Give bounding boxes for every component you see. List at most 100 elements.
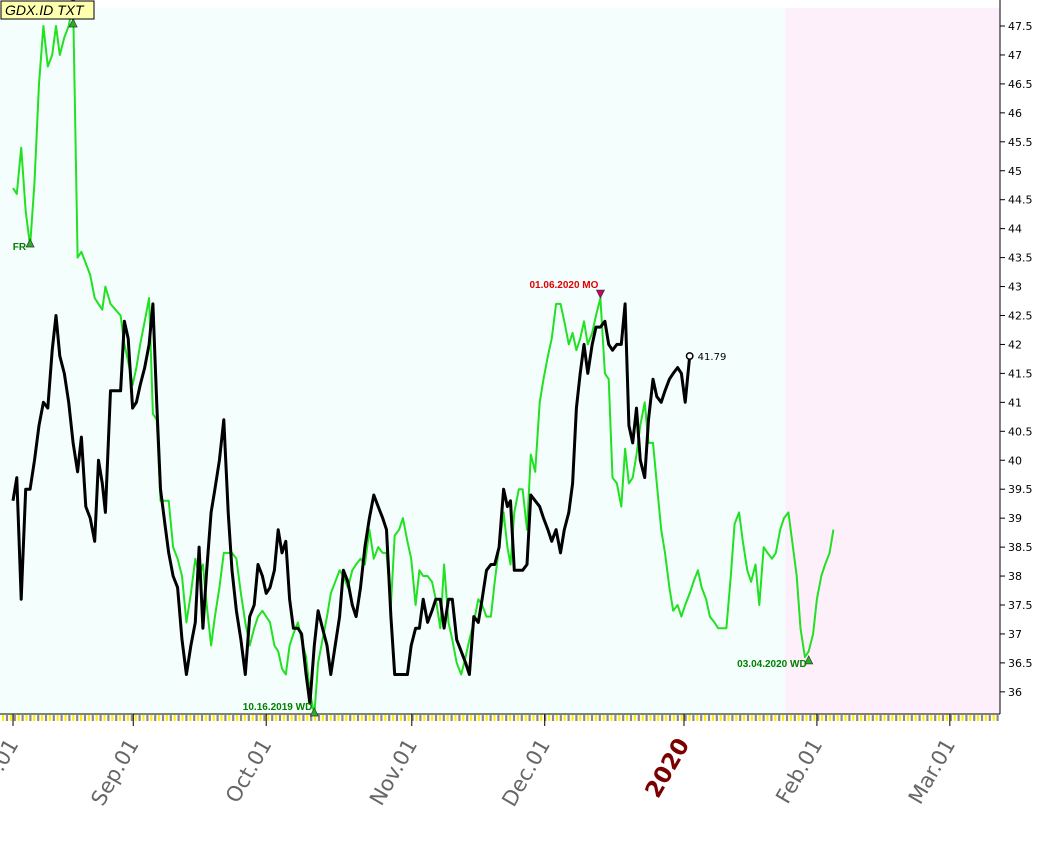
ruler-tick <box>462 715 465 721</box>
ruler-tick <box>711 715 714 721</box>
ruler-tick <box>938 715 941 721</box>
ruler-tick <box>863 715 867 721</box>
ruler-tick <box>368 715 371 721</box>
y-tick-label: 45 <box>1008 165 1022 178</box>
x-tick-label: Nov.01 <box>365 735 422 810</box>
ruler-tick <box>466 715 469 721</box>
ruler-tick <box>969 715 972 721</box>
ruler-tick <box>988 715 991 721</box>
x-tick-label: Feb.01 <box>771 735 827 808</box>
ruler-tick <box>431 715 434 721</box>
y-tick-label: 37 <box>1008 628 1022 641</box>
low-annotation-label: 10.16.2019 WD <box>243 702 313 713</box>
projection-series-line <box>12 1 835 716</box>
y-tick-label: 37.5 <box>1008 599 1033 612</box>
ruler-tick <box>68 715 71 721</box>
ruler-tick <box>852 715 855 721</box>
ruler-tick <box>126 715 129 721</box>
ruler-tick <box>520 715 523 721</box>
ruler-tick <box>828 715 831 721</box>
ruler-tick <box>832 715 835 721</box>
ruler-tick <box>606 715 609 721</box>
ruler-tick <box>142 715 145 721</box>
ruler-tick <box>17 715 20 721</box>
ruler-tick <box>645 715 648 721</box>
projection-background <box>785 8 1000 714</box>
ruler-tick <box>353 715 356 721</box>
ruler-tick <box>906 715 909 721</box>
ruler-tick <box>649 715 652 721</box>
ruler-tick <box>984 715 987 721</box>
ruler-tick <box>485 715 488 721</box>
ruler-tick <box>224 715 227 721</box>
ruler-tick <box>158 715 161 721</box>
symbol-text: GDX.ID TXT <box>5 2 85 18</box>
y-tick-label: 39 <box>1008 512 1022 525</box>
ruler-tick <box>37 715 40 721</box>
ruler-tick <box>688 715 691 721</box>
ruler-tick <box>641 715 644 721</box>
ruler-tick <box>961 715 964 721</box>
ruler-tick <box>824 715 828 721</box>
x-tick-label: Sep.01 <box>86 735 143 810</box>
ruler-tick <box>590 715 594 721</box>
ruler-tick <box>267 715 270 721</box>
ruler-tick <box>622 715 625 721</box>
ruler-tick <box>665 715 668 721</box>
ruler-tick <box>200 715 204 721</box>
ruler-tick <box>165 715 168 721</box>
y-tick-label: 43.5 <box>1008 252 1033 265</box>
ruler-tick <box>2 715 5 721</box>
ruler-tick <box>941 715 945 721</box>
ruler-tick <box>130 715 133 721</box>
ruler-tick <box>626 715 629 721</box>
ruler-tick <box>21 715 24 721</box>
ruler-tick <box>275 715 278 721</box>
ruler-tick <box>883 715 886 721</box>
low-marker-icon <box>309 707 319 717</box>
ruler-tick <box>891 715 894 721</box>
low-marker-icon <box>68 18 78 28</box>
y-tick-label: 43 <box>1008 281 1022 294</box>
low-annotation-label: FR <box>13 242 27 253</box>
ruler-tick <box>668 715 672 721</box>
ruler-tick <box>329 715 332 721</box>
low-annotation-label: 03.04.2020 WD <box>737 659 807 670</box>
ruler-tick <box>5 715 9 721</box>
y-tick-label: 36.5 <box>1008 657 1033 670</box>
ruler-tick <box>427 715 430 721</box>
ruler-tick <box>949 715 952 721</box>
ruler-tick <box>208 715 211 721</box>
low-marker-icon <box>804 655 814 665</box>
ruler-tick <box>239 715 243 721</box>
ruler-tick <box>380 715 383 721</box>
ruler-tick <box>243 715 246 721</box>
ruler-tick <box>29 715 32 721</box>
ruler-tick <box>875 715 878 721</box>
ruler-tick <box>442 715 445 721</box>
ruler-tick <box>766 715 769 721</box>
ruler-tick <box>388 715 391 721</box>
ruler-tick <box>185 715 188 721</box>
y-tick-label: 39.5 <box>1008 483 1033 496</box>
ruler-tick <box>746 715 750 721</box>
ruler-tick <box>497 715 500 721</box>
symbol-label[interactable]: GDX.ID TXT <box>0 0 95 20</box>
ruler-tick <box>758 715 761 721</box>
ruler-tick <box>392 715 395 721</box>
ruler-tick <box>481 715 484 721</box>
y-tick-label: 45.5 <box>1008 136 1033 149</box>
history-background <box>0 8 786 714</box>
ruler-tick <box>715 715 718 721</box>
ruler-tick <box>138 715 141 721</box>
ruler-tick <box>306 715 309 721</box>
ruler-tick <box>91 715 94 721</box>
ruler-tick <box>704 715 707 721</box>
x-tick-label: Dec.01 <box>497 735 555 811</box>
ruler-tick <box>493 715 496 721</box>
ruler-tick <box>228 715 231 721</box>
x-axis: 9.01 Sep.01 Oct.01 Nov.01 Dec.01 2020 Feb.01 Ma… <box>0 714 960 811</box>
ruler-tick <box>83 715 87 721</box>
x-tick-label: 2020 <box>641 734 696 802</box>
annotations: 01.06.2020 MO 10.16.2019 WD 03.04.2020 WD F… <box>13 0 814 717</box>
